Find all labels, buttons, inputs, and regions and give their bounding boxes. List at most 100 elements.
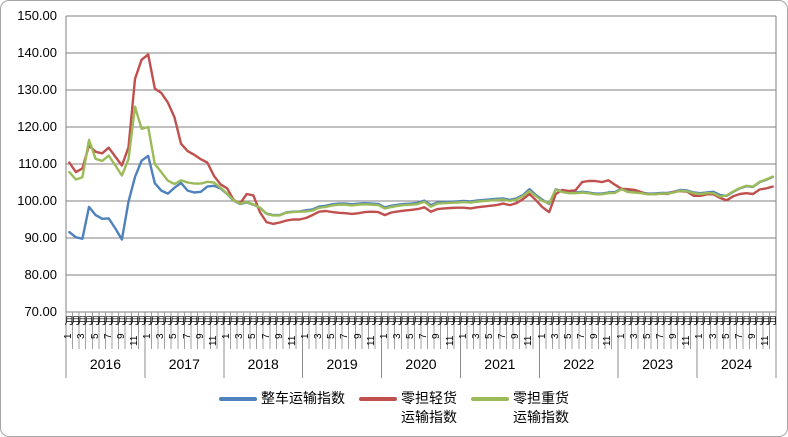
legend-label: 整车运输指数 [261, 389, 345, 408]
x-axis-month-number: 7 [339, 333, 351, 339]
x-axis-month-suffix: 月 [629, 316, 640, 327]
x-axis-month-suffix: 月 [406, 316, 416, 327]
x-axis-month-suffix: 月 [103, 316, 114, 327]
y-axis-tick-label: 110.00 [18, 156, 57, 171]
legend-label: 零担重货 运输指数 [513, 389, 569, 427]
x-axis-month-suffix: 月 [123, 316, 134, 327]
y-axis-tick-label: 150.00 [17, 8, 57, 23]
x-axis-month-suffix: 月 [334, 316, 344, 327]
x-axis-month-number: 3 [313, 333, 325, 339]
x-axis-month-suffix: 月 [675, 316, 686, 327]
x-axis-month-suffix: 月 [222, 316, 232, 327]
y-axis-tick-label: 140.00 [17, 45, 57, 60]
x-axis-month-suffix: 月 [458, 316, 469, 327]
x-axis-month-number: 3 [234, 333, 246, 339]
x-axis-month-number: 1 [221, 333, 233, 339]
x-axis-month-suffix: 月 [314, 316, 324, 327]
x-axis-month-suffix: 月 [656, 316, 666, 327]
x-axis-month-number: 9 [115, 333, 127, 339]
x-axis-month-suffix: 月 [636, 316, 646, 327]
x-axis-month-suffix: 月 [643, 316, 653, 327]
y-axis-tick-label: 80.00 [24, 267, 57, 282]
y-axis-tick-label: 70.00 [24, 304, 57, 319]
x-axis-month-number: 11 [523, 335, 535, 346]
x-axis-month-suffix: 月 [616, 316, 627, 327]
legend-label-line1: 零担轻货 [401, 390, 457, 406]
x-axis-month-suffix: 月 [327, 316, 337, 327]
x-axis-month-suffix: 月 [255, 316, 265, 327]
x-axis-month-number: 5 [562, 333, 574, 339]
x-axis-month-number: 1 [299, 333, 311, 339]
x-axis-month-suffix: 月 [518, 316, 528, 327]
x-axis-month-suffix: 月 [110, 316, 121, 327]
x-axis-month-suffix: 月 [84, 316, 94, 327]
x-axis-month-suffix: 月 [478, 316, 489, 327]
legend-line-swatch-blue [219, 397, 257, 401]
x-axis-month-suffix: 月 [235, 316, 245, 327]
x-axis-month-suffix: 月 [77, 316, 88, 327]
x-axis-month-number: 3 [155, 333, 167, 339]
x-axis-year-label: 2019 [326, 356, 358, 372]
x-axis-month-suffix: 月 [393, 316, 403, 327]
x-axis-month-suffix: 月 [143, 316, 153, 327]
x-axis-month-suffix: 月 [702, 316, 712, 327]
x-axis-month-suffix: 月 [360, 316, 370, 327]
x-axis-month-number: 3 [391, 333, 403, 339]
x-axis-month-suffix: 月 [90, 316, 101, 327]
x-axis-month-suffix: 月 [156, 316, 167, 327]
x-axis-month-suffix: 月 [248, 316, 259, 327]
x-axis-month-number: 1 [457, 333, 469, 339]
x-axis-month-suffix: 月 [689, 316, 699, 327]
x-axis-month-number: 9 [589, 333, 601, 339]
x-axis-month-suffix: 月 [419, 316, 430, 327]
x-axis-month-suffix: 月 [695, 316, 706, 327]
x-axis-month-suffix: 月 [597, 316, 607, 327]
x-axis-month-suffix: 月 [340, 316, 351, 327]
x-axis-month-suffix: 月 [149, 316, 160, 327]
x-axis-month-suffix: 月 [399, 316, 410, 327]
x-axis-month-suffix: 月 [610, 316, 620, 327]
legend-line-swatch-green [471, 397, 509, 401]
x-axis-month-suffix: 月 [623, 316, 633, 327]
x-axis-month-number: 11 [681, 335, 693, 346]
x-axis-month-number: 9 [668, 333, 680, 339]
legend-line-swatch-red [359, 397, 397, 401]
x-axis-month-suffix: 月 [577, 316, 587, 327]
x-axis-month-suffix: 月 [761, 316, 771, 327]
x-axis-month-suffix: 月 [169, 316, 180, 327]
x-axis-month-suffix: 月 [583, 316, 594, 327]
x-axis-month-suffix: 月 [288, 316, 298, 327]
x-axis-month-suffix: 月 [551, 316, 561, 327]
x-axis-month-number: 7 [102, 333, 114, 339]
x-axis-month-suffix: 月 [347, 316, 357, 327]
y-axis-tick-label: 90.00 [24, 230, 57, 245]
legend-label-line2: 运输指数 [513, 409, 569, 425]
x-axis-month-suffix: 月 [412, 316, 423, 327]
x-axis-month-suffix: 月 [380, 316, 390, 327]
x-axis-month-suffix: 月 [767, 316, 778, 327]
x-axis-month-suffix: 月 [209, 316, 219, 327]
x-axis-month-suffix: 月 [71, 316, 81, 327]
x-axis-month-number: 11 [129, 335, 141, 346]
x-axis-month-number: 7 [181, 333, 193, 339]
x-axis-year-label: 2017 [168, 356, 200, 372]
x-axis-month-number: 1 [694, 333, 706, 339]
x-axis-month-number: 9 [273, 333, 285, 339]
x-axis-month-suffix: 月 [353, 316, 364, 327]
x-axis-month-suffix: 月 [531, 316, 541, 327]
x-axis-month-number: 5 [720, 333, 732, 339]
x-axis-month-suffix: 月 [301, 316, 311, 327]
legend-label-line1: 整车运输指数 [261, 390, 345, 406]
legend-label: 零担轻货 运输指数 [401, 389, 457, 427]
legend-item-ltl-light: 零担轻货 运输指数 [359, 389, 457, 427]
x-axis-month-number: 5 [484, 333, 496, 339]
x-axis-month-suffix: 月 [557, 316, 568, 327]
x-axis-month-suffix: 月 [228, 316, 239, 327]
x-axis-month-suffix: 月 [564, 316, 574, 327]
x-axis-month-suffix: 月 [570, 316, 581, 327]
x-axis-month-number: 11 [286, 335, 298, 346]
x-axis-month-suffix: 月 [491, 316, 502, 327]
x-axis-month-number: 5 [168, 333, 180, 339]
legend: 整车运输指数 零担轻货 运输指数 零担重货 运输指数 [1, 389, 787, 427]
x-axis-month-suffix: 月 [432, 316, 443, 327]
